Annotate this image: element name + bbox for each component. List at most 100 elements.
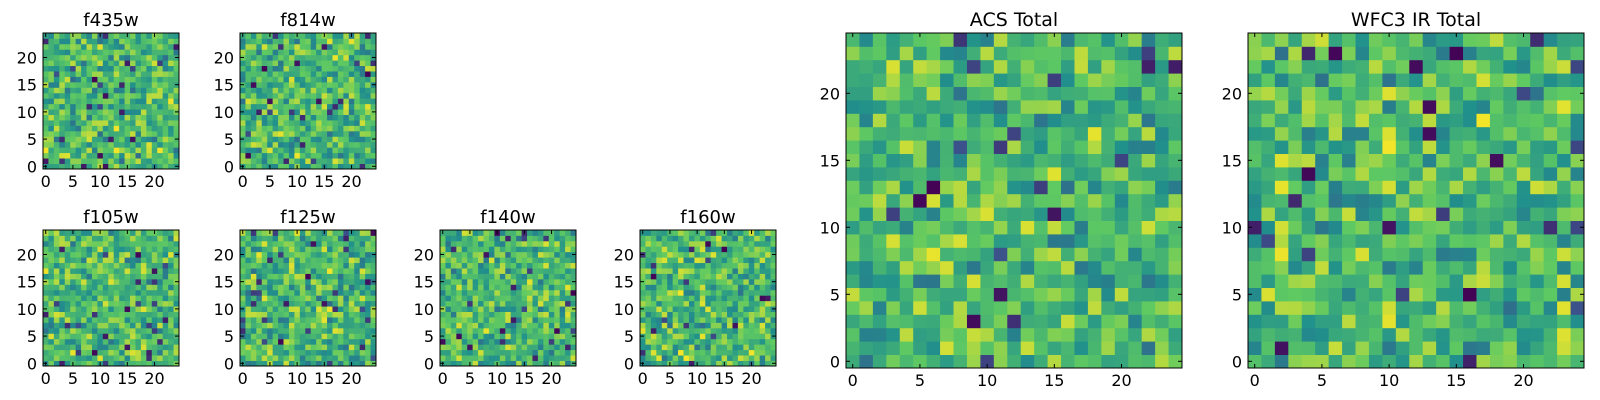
heatmap-cell [1114, 247, 1129, 262]
heatmap-cell [256, 141, 263, 148]
heatmap-cell [359, 33, 366, 39]
heatmap-cell [337, 103, 344, 110]
heatmap-cell [157, 273, 164, 280]
heatmap-cell [499, 262, 506, 269]
heatmap-cell [91, 120, 98, 126]
heatmap-cell [521, 295, 528, 302]
heatmap-cell [130, 317, 136, 323]
heatmap-cell [53, 349, 60, 356]
heatmap-cell [343, 327, 350, 334]
heatmap-cell [168, 103, 174, 110]
heatmap-cell [1395, 167, 1410, 181]
heatmap-cell [157, 235, 164, 242]
heatmap-cell [250, 163, 257, 170]
heatmap-cell [359, 240, 366, 247]
heatmap-cell [173, 120, 180, 126]
heatmap-cell [478, 273, 484, 280]
heatmap-cell [337, 257, 344, 264]
heatmap-cell [1355, 113, 1370, 128]
heatmap-cell [1047, 327, 1062, 342]
heatmap-cell [354, 317, 361, 323]
heatmap-cell [478, 327, 484, 334]
heatmap-cell [710, 317, 717, 323]
heatmap-cell [370, 355, 377, 361]
heatmap-cell [1543, 247, 1558, 262]
heatmap-cell [310, 322, 317, 329]
heatmap-cell [108, 333, 115, 340]
heatmap-cell [108, 114, 115, 121]
heatmap-cell [483, 268, 490, 274]
heatmap-cell [124, 49, 131, 56]
heatmap-cell [102, 278, 109, 285]
heatmap-cell [151, 120, 158, 126]
x-tick-label: 15 [1044, 371, 1064, 390]
heatmap-cell [548, 235, 555, 242]
heatmap-cell [91, 98, 98, 105]
heatmap-cell [1261, 234, 1276, 248]
heatmap-cell [75, 311, 82, 318]
heatmap-cell [337, 125, 344, 132]
heatmap-cell [1261, 140, 1276, 154]
heatmap-cell [913, 100, 928, 114]
heatmap-cell [310, 240, 317, 247]
heatmap-cell [737, 338, 744, 345]
heatmap-cell [305, 33, 312, 39]
heatmap-cell [240, 76, 246, 83]
heatmap-cell [256, 344, 263, 351]
heatmap-cell [48, 163, 55, 170]
heatmap-cell [1128, 247, 1143, 262]
heatmap-cell [261, 355, 268, 361]
heatmap-cell [316, 136, 322, 143]
heatmap-cell [240, 311, 246, 318]
heatmap-cell [173, 322, 180, 329]
heatmap-cell [1261, 354, 1276, 369]
heatmap-cell [267, 289, 274, 296]
heatmap-cell [537, 344, 544, 351]
heatmap-cell [554, 322, 561, 329]
heatmap-cell [1315, 167, 1330, 181]
heatmap-cell [135, 344, 142, 351]
heatmap-cell [75, 240, 82, 247]
heatmap-cell [499, 295, 506, 302]
heatmap-cell [124, 76, 131, 83]
heatmap-cell [140, 147, 147, 154]
heatmap-cell [705, 311, 712, 318]
heatmap-cell [727, 333, 733, 340]
heatmap-cell [162, 273, 169, 280]
heatmap-cell [91, 327, 98, 334]
heatmap-cell [913, 153, 928, 168]
heatmap-cell [899, 247, 914, 262]
heatmap-cell [288, 257, 295, 264]
heatmap-cell [130, 273, 136, 280]
heatmap-cell [130, 65, 136, 72]
heatmap-cell [1261, 153, 1276, 168]
heatmap-cell [1409, 113, 1424, 128]
heatmap-cell [1503, 167, 1518, 181]
heatmap-cell [440, 284, 446, 291]
heatmap-cell [316, 87, 322, 94]
heatmap-cell [256, 322, 263, 329]
heatmap-cell [505, 257, 512, 264]
heatmap-cell [81, 257, 87, 264]
heatmap-cell [1007, 100, 1022, 114]
heatmap-cell [940, 207, 954, 221]
heatmap-cell [245, 322, 252, 329]
heatmap-cell [488, 262, 495, 269]
heatmap-cell [250, 230, 257, 236]
heatmap-cell [1530, 73, 1545, 87]
heatmap-cell [1557, 247, 1571, 262]
heatmap-cell [1047, 301, 1062, 315]
heatmap-cell [327, 273, 333, 280]
heatmap-cell [1409, 314, 1424, 329]
heatmap-cell [124, 327, 131, 334]
heatmap-cells [440, 230, 577, 367]
heatmap-cell [1463, 86, 1477, 101]
heatmap-cell [305, 109, 312, 115]
heatmap-cell [859, 234, 874, 248]
heatmap-cell [516, 338, 522, 345]
heatmap-cell [64, 268, 71, 274]
heatmap-cell [332, 141, 339, 148]
heatmap-cell [119, 147, 125, 154]
heatmap-cell [130, 289, 136, 296]
heatmap-cell [108, 278, 115, 285]
